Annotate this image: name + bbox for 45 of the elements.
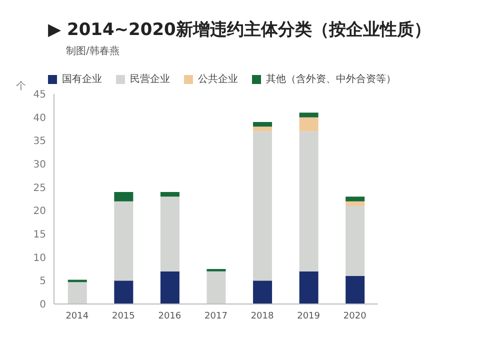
bar bbox=[299, 131, 318, 272]
y-tick-label: 15 bbox=[33, 230, 46, 241]
x-tick-label: 2014 bbox=[66, 311, 89, 322]
y-tick-label: 40 bbox=[33, 112, 46, 124]
bar bbox=[68, 282, 87, 304]
y-tick-label: 45 bbox=[33, 90, 46, 101]
x-tick-label: 2015 bbox=[112, 311, 135, 322]
bar bbox=[299, 117, 318, 132]
bar bbox=[346, 206, 365, 276]
chart-title: ▶ 2014~2020新增违约主体分类（按企业性质） bbox=[48, 19, 432, 41]
legend-label: 其他（含外资、中外合资等） bbox=[266, 72, 396, 86]
bar bbox=[160, 196, 180, 272]
bar bbox=[299, 112, 318, 118]
x-tick-label: 2019 bbox=[297, 311, 320, 322]
bar bbox=[346, 276, 365, 304]
bar bbox=[160, 271, 180, 304]
y-axis-title: 个 bbox=[16, 80, 26, 92]
bar bbox=[68, 280, 87, 282]
bar bbox=[346, 201, 365, 206]
legend-label: 国有企业 bbox=[62, 72, 102, 86]
x-tick-label: 2018 bbox=[250, 311, 274, 322]
chart-subtitle: 制图/韩春燕 bbox=[66, 44, 120, 58]
bar bbox=[253, 280, 272, 304]
y-tick-label: 35 bbox=[33, 136, 46, 148]
bar bbox=[253, 131, 272, 281]
bar bbox=[346, 196, 365, 202]
bar bbox=[253, 126, 272, 132]
bar bbox=[114, 201, 134, 281]
legend-label: 公共企业 bbox=[198, 72, 238, 86]
y-tick-label: 30 bbox=[33, 160, 46, 171]
y-tick-label: 25 bbox=[33, 182, 46, 194]
x-tick-label: 2017 bbox=[204, 311, 228, 322]
x-tick-label: 2020 bbox=[343, 311, 367, 322]
bar bbox=[114, 192, 134, 202]
y-tick-label: 20 bbox=[33, 206, 46, 218]
y-tick-label: 10 bbox=[33, 252, 46, 264]
y-tick-label: 5 bbox=[40, 276, 46, 288]
x-tick-label: 2016 bbox=[158, 311, 182, 322]
y-tick-label: 0 bbox=[40, 300, 46, 311]
bar bbox=[206, 271, 226, 304]
bar bbox=[160, 192, 180, 197]
bar bbox=[253, 122, 272, 127]
bar bbox=[299, 271, 318, 304]
legend-label: 民营企业 bbox=[130, 72, 170, 86]
bar bbox=[114, 280, 134, 304]
